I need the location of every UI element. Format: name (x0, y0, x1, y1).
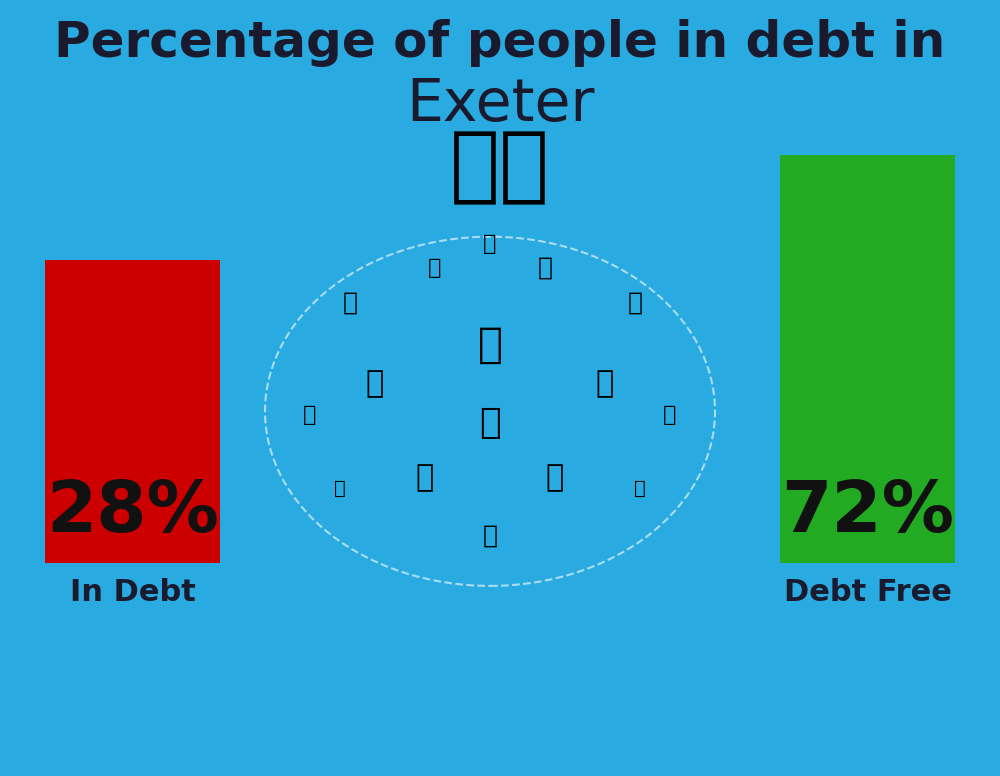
Text: Percentage of people in debt in: Percentage of people in debt in (54, 19, 946, 67)
Text: 💵: 💵 (483, 234, 497, 255)
Text: Debt Free: Debt Free (784, 577, 951, 607)
Text: 🪙: 🪙 (634, 480, 646, 498)
Text: 🏆: 🏆 (428, 258, 442, 278)
Text: 💼: 💼 (546, 462, 564, 492)
Text: 🔑: 🔑 (538, 256, 552, 279)
Text: 🏠: 🏠 (479, 406, 501, 440)
Text: 💰: 💰 (366, 369, 384, 399)
FancyBboxPatch shape (45, 260, 220, 563)
Text: 🚗: 🚗 (416, 462, 434, 492)
Text: 🚘: 🚘 (483, 524, 498, 547)
Text: 📱: 📱 (628, 291, 642, 314)
Text: 📧: 📧 (342, 291, 358, 314)
Text: In Debt: In Debt (70, 577, 195, 607)
Text: 72%: 72% (781, 478, 954, 546)
Text: 🏦: 🏦 (478, 324, 503, 366)
Text: 28%: 28% (46, 478, 219, 546)
Text: 🎓: 🎓 (596, 369, 614, 399)
Text: 🇬🇧: 🇬🇧 (450, 126, 550, 207)
Text: 🔒: 🔒 (303, 405, 317, 425)
Text: 📊: 📊 (663, 405, 677, 425)
Text: 💎: 💎 (334, 480, 346, 498)
Text: Exeter: Exeter (406, 76, 594, 133)
FancyBboxPatch shape (780, 155, 955, 563)
